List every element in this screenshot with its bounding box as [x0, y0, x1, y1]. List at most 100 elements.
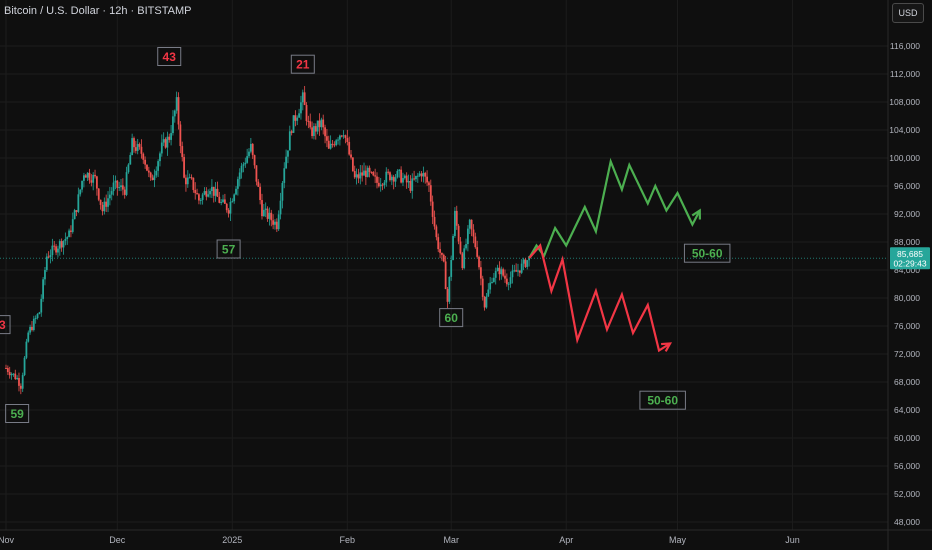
y-tick-label: 88,000: [894, 237, 920, 247]
candle-body: [500, 269, 503, 275]
candle-body: [300, 102, 302, 114]
candle-body: [483, 296, 486, 308]
candle-body: [290, 131, 293, 133]
candle-body: [179, 124, 182, 147]
candle-body: [318, 120, 321, 128]
candle-body: [12, 373, 15, 375]
candle-body: [151, 177, 154, 181]
candle-body: [131, 138, 134, 156]
candle-body: [79, 189, 82, 195]
annotation-label: 21: [296, 58, 310, 72]
annotation-box: [439, 308, 464, 328]
annotation-label: 60: [445, 311, 459, 325]
candle-body: [240, 165, 243, 173]
candle-body: [370, 171, 373, 173]
candle-body: [333, 144, 336, 146]
candle-body: [442, 254, 445, 262]
candle-body: [504, 275, 506, 279]
projection-down-path: [528, 243, 671, 353]
plot-area: [0, 0, 888, 530]
candle-body: [177, 97, 180, 125]
candle-body: [149, 172, 152, 178]
candle-body: [353, 171, 356, 178]
candle-body: [198, 194, 200, 201]
candle-body: [339, 135, 341, 140]
candle-body: [515, 270, 518, 272]
candle-body: [448, 276, 451, 302]
candle-body: [16, 377, 19, 380]
candle-body: [114, 180, 117, 183]
candle-body: [90, 180, 93, 183]
candle-body: [366, 167, 369, 177]
candle-body: [517, 270, 519, 272]
candle-body: [316, 120, 319, 132]
candle-body: [97, 188, 100, 200]
x-tick-label: Mar: [443, 535, 459, 545]
candle-body: [379, 184, 382, 187]
candle-body: [40, 298, 43, 313]
candle-body: [346, 138, 349, 142]
candle-body: [134, 147, 137, 151]
candle-body: [303, 92, 306, 106]
candle-body: [363, 170, 365, 176]
candle-body: [309, 121, 312, 128]
candle-body: [116, 180, 119, 188]
candle-body: [18, 377, 20, 386]
annotation-label: 57: [222, 243, 236, 257]
candle-body: [479, 267, 482, 279]
candle-body: [489, 282, 492, 290]
candle-body: [246, 156, 249, 163]
candle-body: [454, 210, 456, 237]
candle-body: [461, 253, 464, 269]
candle-body: [313, 126, 315, 136]
candle-body: [233, 194, 236, 202]
price-tag-countdown: 02:29:43: [893, 259, 926, 269]
candle-body: [257, 181, 260, 187]
candle-body: [314, 126, 317, 132]
candle-body: [127, 164, 130, 173]
candle-body: [390, 176, 393, 181]
candle-body: [170, 133, 172, 140]
candle-body: [157, 161, 160, 171]
candle-body: [8, 372, 11, 376]
candle-body: [405, 175, 408, 183]
currency-button[interactable]: USD: [892, 3, 924, 23]
candle-body: [474, 236, 477, 248]
candle-body: [159, 153, 161, 162]
candle-body: [305, 105, 308, 121]
candle-body: [118, 187, 121, 189]
candle-body: [34, 318, 37, 320]
candle-body: [108, 194, 111, 199]
candle-body: [55, 246, 57, 253]
x-tick-label: 2025: [222, 535, 242, 545]
candle-body: [66, 237, 69, 239]
candle-body: [396, 170, 399, 178]
candle-body: [244, 162, 247, 165]
candle-body: [14, 373, 17, 380]
x-tick-label: Feb: [340, 535, 356, 545]
candle-body: [524, 259, 527, 267]
candle-body: [416, 175, 419, 177]
candle-body: [481, 278, 484, 297]
candle-body: [344, 135, 347, 139]
candle-body: [71, 219, 74, 232]
candle-body: [203, 191, 206, 195]
candle-body: [429, 185, 432, 202]
candle-body: [368, 167, 371, 172]
candle-body: [133, 138, 135, 148]
candle-body: [129, 155, 132, 165]
candle-body: [49, 255, 52, 258]
candle-body: [351, 157, 354, 172]
candle-body: [77, 194, 80, 212]
candle-body: [457, 225, 460, 242]
annotation-label: 59: [10, 407, 24, 421]
candle-body: [121, 185, 124, 190]
candle-body: [188, 177, 191, 179]
candle-body: [348, 141, 351, 155]
candle-body: [287, 150, 289, 157]
candle-body: [88, 172, 91, 181]
candle-body: [342, 135, 345, 137]
candle-body: [439, 249, 441, 253]
y-tick-label: 116,000: [890, 41, 920, 51]
